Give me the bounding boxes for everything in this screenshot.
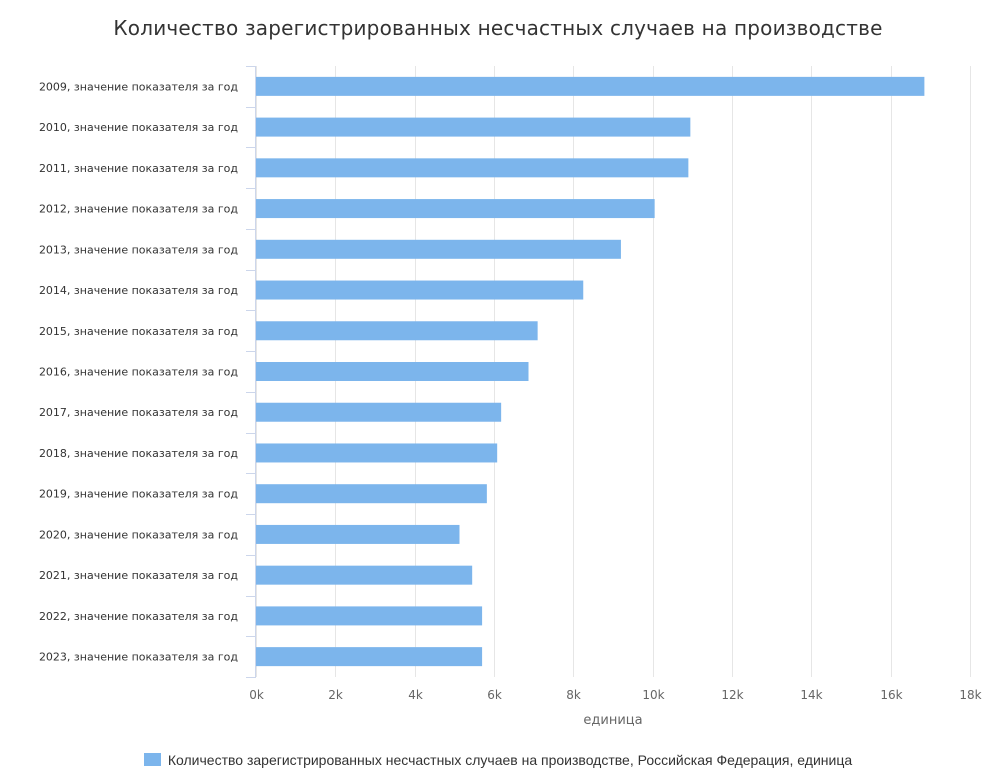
x-axis-ticks: 0k 2k 4k 6k 8k 10k 12k 14k 16k 18k (249, 688, 981, 702)
x-tick-label: 4k (408, 688, 423, 702)
bar[interactable] (256, 647, 483, 667)
bar[interactable] (256, 443, 498, 463)
x-tick-label: 12k (721, 688, 743, 702)
bar[interactable] (256, 239, 621, 259)
category-label: 2021, значение показателя за год (39, 569, 238, 582)
x-tick-label: 6k (487, 688, 502, 702)
category-label: 2018, значение показателя за год (39, 447, 238, 460)
bars (256, 76, 925, 667)
category-label: 2012, значение показателя за год (39, 203, 238, 216)
x-tick-label: 2k (328, 688, 343, 702)
x-tick-label: 10k (642, 688, 664, 702)
category-label: 2014, значение показателя за год (39, 284, 238, 297)
category-labels: 2009, значение показателя за год 2010, зн… (39, 80, 238, 663)
category-label: 2022, значение показателя за год (39, 610, 238, 623)
bar[interactable] (256, 362, 529, 381)
x-axis-title: единица (583, 713, 642, 728)
x-tick-label: 16k (880, 688, 902, 702)
category-label: 2009, значение показателя за год (39, 80, 238, 93)
bar[interactable] (256, 117, 691, 137)
category-label: 2017, значение показателя за год (39, 406, 238, 419)
bar[interactable] (256, 606, 483, 626)
bar[interactable] (256, 402, 502, 422)
category-label: 2019, значение показателя за год (39, 488, 238, 501)
category-label: 2015, значение показателя за год (39, 325, 238, 338)
bar[interactable] (256, 280, 584, 300)
category-label: 2020, значение показателя за год (39, 528, 238, 541)
x-tick-label: 8k (566, 688, 581, 702)
legend-label: Количество зарегистрированных несчастных… (167, 752, 853, 768)
bar[interactable] (256, 484, 487, 504)
category-label: 2023, значение показателя за год (39, 651, 238, 664)
x-tick-label: 14k (800, 688, 822, 702)
x-tick-label: 18k (959, 688, 981, 702)
bar[interactable] (256, 565, 473, 585)
category-label: 2010, значение показателя за год (39, 121, 238, 134)
chart-title: Количество зарегистрированных несчастных… (113, 16, 883, 40)
category-label: 2016, значение показателя за год (39, 366, 238, 379)
bar[interactable] (256, 76, 925, 96)
bar[interactable] (256, 199, 655, 219)
category-label: 2011, значение показателя за год (39, 162, 238, 175)
legend[interactable]: Количество зарегистрированных несчастных… (0, 752, 996, 768)
bar[interactable] (256, 321, 538, 341)
category-label: 2013, значение показателя за год (39, 243, 238, 256)
x-tick-label: 0k (249, 688, 264, 702)
bar[interactable] (256, 524, 460, 544)
legend-swatch (143, 753, 161, 766)
bar[interactable] (256, 158, 689, 178)
